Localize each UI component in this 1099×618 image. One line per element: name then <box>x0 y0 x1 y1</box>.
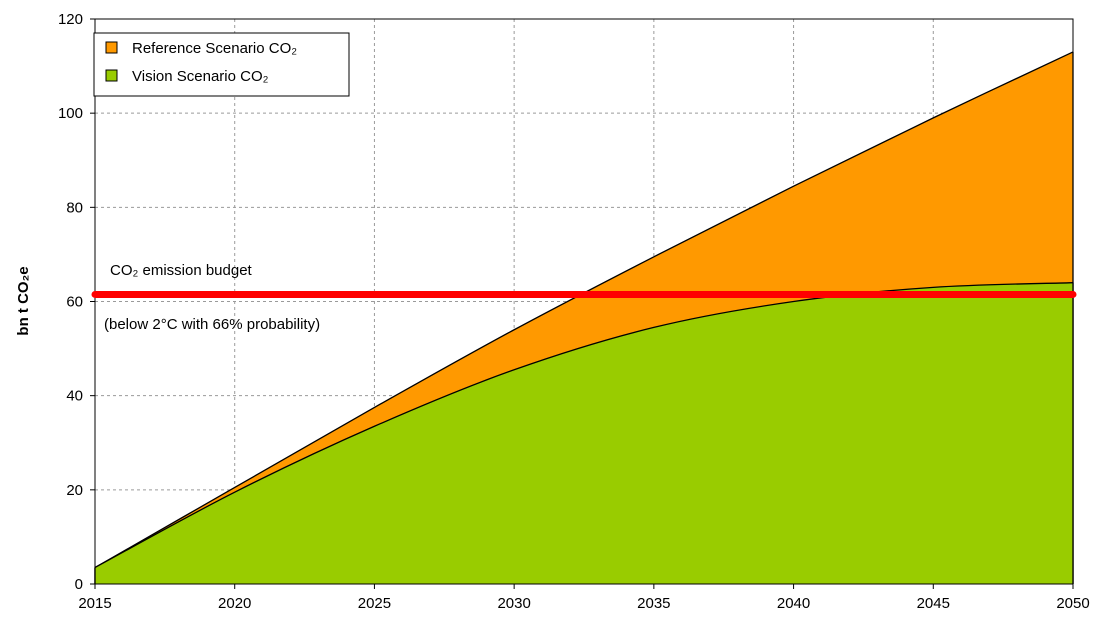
y-tick-label: 40 <box>66 388 83 405</box>
x-tick-label: 2040 <box>777 595 810 612</box>
legend-swatch-vision <box>105 69 118 82</box>
budget-sublabel: (below 2°C with 66% probability) <box>104 316 320 333</box>
x-tick-label: 2030 <box>497 595 530 612</box>
x-tick-label: 2020 <box>218 595 251 612</box>
y-tick-label: 60 <box>66 294 83 311</box>
area-vision <box>95 282 1073 584</box>
area-series <box>94 51 1074 584</box>
x-tick-label: 2035 <box>637 595 670 612</box>
x-tick-label: 2050 <box>1056 595 1089 612</box>
y-axis-title: bn t CO₂e <box>15 266 32 335</box>
legend-swatch-reference <box>105 41 118 54</box>
line-vision <box>94 282 1074 569</box>
y-tick-label: 20 <box>66 482 83 499</box>
x-tick-label: 2025 <box>358 595 391 612</box>
budget-label: CO₂ emission budget <box>110 262 253 279</box>
y-tick-label: 0 <box>75 576 83 593</box>
legend: Reference Scenario CO₂ Vision Scenario C… <box>93 32 350 97</box>
legend-box <box>93 32 350 97</box>
x-tick-label: 2015 <box>78 595 111 612</box>
y-tick-label: 80 <box>66 199 83 216</box>
y-tick-label: 120 <box>58 11 83 28</box>
legend-label-reference: Reference Scenario CO₂ <box>132 40 297 57</box>
y-tick-label: 100 <box>58 105 83 122</box>
x-tick-label: 2045 <box>917 595 950 612</box>
axis-ticks: 2015 2020 2025 2030 2035 2040 2045 205002040608… <box>58 11 1090 612</box>
legend-label-vision: Vision Scenario CO₂ <box>132 68 269 85</box>
